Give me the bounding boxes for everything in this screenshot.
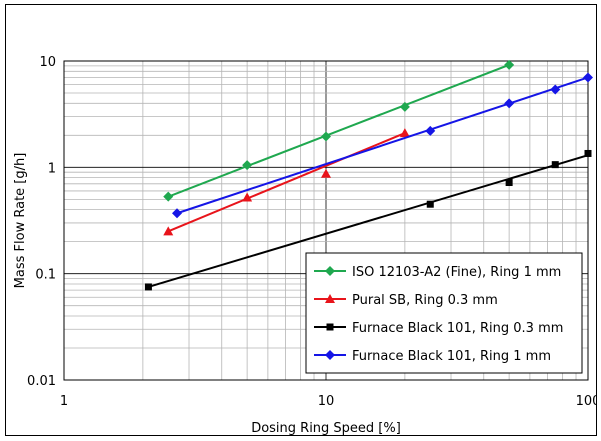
series-1-point — [321, 131, 331, 141]
series-4-point — [504, 98, 514, 108]
chart-frame: 1 10 100 0.01 0.1 1 10 ISO 12103-A2 (Fine), Ri… — [5, 4, 597, 436]
legend-entry: Furnace Black 101, Ring 0.3 mm — [314, 321, 563, 336]
x-tick-label: 100 — [576, 394, 596, 409]
legend-entry: ISO 12103-A2 (Fine), Ring 1 mm — [314, 265, 561, 280]
series-4-trendline — [177, 77, 588, 213]
y-tick-label: 0.01 — [27, 374, 56, 389]
y-tick-label: 1 — [48, 161, 56, 176]
legend-label: ISO 12103-A2 (Fine), Ring 1 mm — [352, 265, 561, 280]
series-3-point — [427, 201, 434, 208]
y-axis-label: Mass Flow Rate [g/h] — [13, 153, 28, 289]
series-2-point — [400, 128, 410, 137]
chart-svg: 1 10 100 0.01 0.1 1 10 ISO 12103-A2 (Fine), Ri… — [6, 5, 596, 435]
x-axis-label: Dosing Ring Speed [%] — [251, 421, 401, 435]
series-3-point — [145, 283, 152, 290]
legend: ISO 12103-A2 (Fine), Ring 1 mm Pural SB, … — [306, 253, 582, 373]
y-tick-label: 0.1 — [35, 268, 56, 283]
series-3-point — [552, 161, 559, 168]
legend-swatch-marker — [327, 324, 334, 331]
series-3-point — [506, 179, 513, 186]
legend-label: Furnace Black 101, Ring 1 mm — [352, 349, 551, 364]
series-1 — [163, 60, 514, 202]
series-1-point — [163, 192, 173, 202]
series-4-point — [583, 72, 593, 82]
legend-label: Furnace Black 101, Ring 0.3 mm — [352, 321, 563, 336]
y-tick-label: 10 — [39, 55, 56, 70]
series-2-point — [321, 169, 331, 178]
x-tick-label: 10 — [318, 394, 335, 409]
x-tick-label: 1 — [60, 394, 68, 409]
series-3-point — [585, 150, 592, 157]
legend-label: Pural SB, Ring 0.3 mm — [352, 293, 498, 308]
